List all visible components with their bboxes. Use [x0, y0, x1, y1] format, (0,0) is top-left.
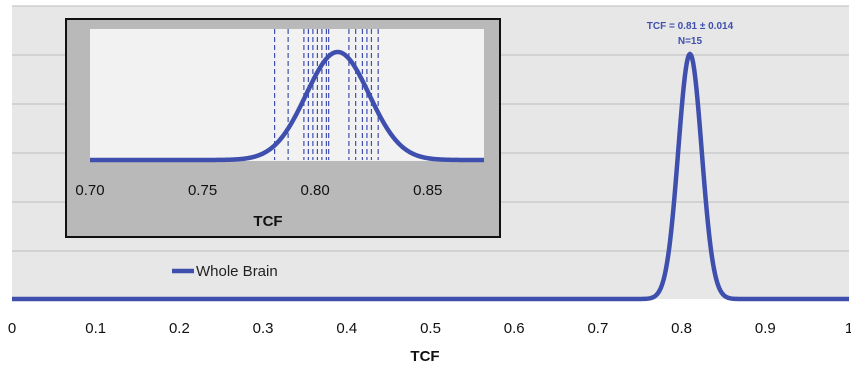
x-tick-label: 0: [8, 320, 16, 337]
x-tick-label: 0.3: [253, 320, 274, 337]
inset-x-tick-label: 0.75: [188, 182, 217, 199]
x-tick-label: 0.4: [336, 320, 357, 337]
inset-x-axis-title: TCF: [253, 213, 282, 230]
legend: Whole Brain: [172, 263, 278, 280]
main-x-tick-labels: 0 0.1 0.2 0.3 0.4 0.5 0.6 0.7 0.8 0.9 1: [8, 320, 851, 337]
inset-series: [88, 49, 486, 163]
x-tick-label: 0.7: [587, 320, 608, 337]
x-tick-label: 1: [845, 320, 851, 337]
annotation-mean-sd: TCF = 0.81 ± 0.014: [647, 21, 734, 32]
inset-x-tick-label: 0.80: [301, 182, 330, 199]
main-x-axis-title: TCF: [410, 348, 439, 365]
inset-x-tick-label: 0.85: [413, 182, 442, 199]
x-tick-label: 0.6: [504, 320, 525, 337]
inset-x-tick-label: 0.70: [75, 182, 104, 199]
inset-x-tick-labels: 0.70 0.75 0.80 0.85: [75, 182, 442, 199]
series-whole-brain: [10, 51, 851, 302]
x-tick-label: 0.9: [755, 320, 776, 337]
x-tick-label: 0.5: [420, 320, 441, 337]
inset-chart: 0.70 0.75 0.80 0.85 TCF: [65, 18, 501, 238]
inset-plot-area: [90, 29, 484, 161]
x-tick-label: 0.2: [169, 320, 190, 337]
x-tick-label: 0.1: [85, 320, 106, 337]
main-series: [10, 51, 851, 302]
stats-annotation: TCF = 0.81 ± 0.014 N=15: [647, 21, 734, 47]
inset-series-curve: [88, 49, 486, 163]
x-tick-label: 0.8: [671, 320, 692, 337]
annotation-n: N=15: [678, 36, 703, 47]
legend-label-whole-brain: Whole Brain: [196, 263, 278, 280]
